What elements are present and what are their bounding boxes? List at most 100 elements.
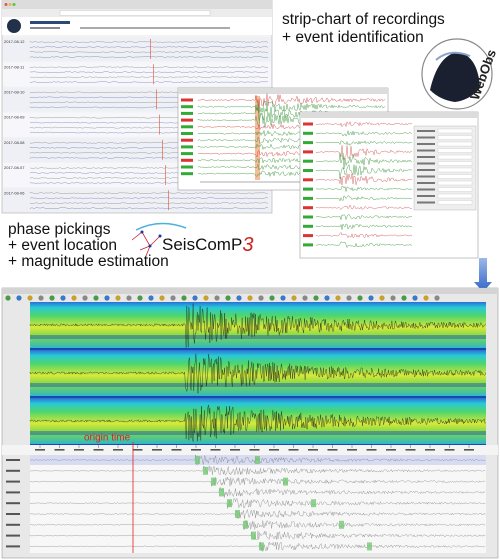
- tick-label: [191, 449, 201, 451]
- field-input[interactable]: [437, 154, 473, 160]
- toolbar-button[interactable]: [368, 295, 374, 301]
- strip-rows: 2017-08-12 2017-08-11 2017-08-10 2017-08-09…: [3, 37, 271, 213]
- toolbar-button[interactable]: [335, 295, 341, 301]
- toolbar-button[interactable]: [71, 295, 77, 301]
- trace-label: [6, 513, 20, 515]
- tick-label: [113, 449, 123, 451]
- close-button[interactable]: [4, 3, 8, 6]
- field-input[interactable]: [437, 148, 473, 153]
- toolbar-button[interactable]: [93, 295, 99, 301]
- trace: [29, 530, 486, 541]
- toolbar-button[interactable]: [302, 295, 308, 301]
- station-label: [303, 169, 313, 172]
- toolbar-button[interactable]: [379, 295, 385, 301]
- strip-trace: [29, 192, 269, 194]
- toolbar-button[interactable]: [159, 295, 165, 301]
- toolbar-button[interactable]: [269, 295, 275, 301]
- trace-label: [6, 523, 20, 526]
- field-label: [417, 188, 435, 191]
- toolbar-button[interactable]: [148, 295, 154, 301]
- time-ticks: [35, 445, 474, 451]
- strip-trace: [29, 207, 269, 209]
- toolbar-button[interactable]: [5, 295, 11, 301]
- toolbar-button[interactable]: [115, 295, 121, 301]
- trace: [315, 204, 413, 210]
- toolbar-button[interactable]: [390, 295, 396, 301]
- field-input[interactable]: [437, 193, 473, 199]
- event-mark: [156, 89, 157, 110]
- toolbar-button[interactable]: [313, 295, 319, 301]
- toolbar-button[interactable]: [247, 295, 253, 301]
- tick-label: [54, 449, 65, 451]
- logo-node: [148, 244, 152, 248]
- field-input[interactable]: [437, 187, 473, 192]
- pick-mark: [195, 456, 200, 464]
- flow-arrow: [474, 258, 492, 292]
- pick-mark: [251, 531, 256, 540]
- field-input[interactable]: [437, 180, 473, 186]
- toolbar-button[interactable]: [137, 295, 143, 301]
- toolbar-button[interactable]: [60, 295, 66, 301]
- picker-window: origin time: [1, 287, 499, 559]
- strip-trace: [29, 56, 269, 58]
- toolbar-button[interactable]: [192, 295, 198, 301]
- traces: [303, 121, 413, 249]
- field-label: [417, 182, 435, 184]
- toolbar-button[interactable]: [38, 295, 44, 301]
- tick-label: [249, 449, 260, 451]
- field-input[interactable]: [437, 200, 473, 205]
- toolbar-button[interactable]: [214, 295, 220, 301]
- trace: [29, 487, 486, 498]
- trace-label: [6, 491, 20, 494]
- field-input[interactable]: [437, 128, 473, 134]
- date-label: 2017-08-10: [4, 89, 25, 94]
- date-label: 2017-08-08: [4, 140, 25, 145]
- toolbar-button[interactable]: [346, 295, 352, 301]
- minimize-button[interactable]: [8, 3, 12, 6]
- toolbar-button[interactable]: [203, 295, 209, 301]
- field-input[interactable]: [437, 174, 473, 179]
- trace: [315, 130, 413, 137]
- station-label: [303, 122, 313, 126]
- toolbar-button[interactable]: [16, 295, 22, 301]
- toolbar-button[interactable]: [412, 295, 418, 301]
- toolbar-button[interactable]: [126, 295, 132, 301]
- maximize-button[interactable]: [12, 3, 16, 6]
- toolbar-button[interactable]: [423, 295, 429, 301]
- noise-stripe: [30, 383, 486, 387]
- tick-label: [386, 449, 396, 451]
- toolbar-button[interactable]: [401, 295, 407, 301]
- toolbar-button[interactable]: [104, 295, 110, 301]
- toolbar-button[interactable]: [324, 295, 330, 301]
- pick-mark: [259, 542, 264, 551]
- station-label: [303, 224, 313, 228]
- toolbar-button[interactable]: [357, 295, 363, 301]
- field-input[interactable]: [437, 135, 473, 140]
- toolbar-button[interactable]: [27, 295, 33, 301]
- toolbar-button[interactable]: [170, 295, 176, 301]
- toolbar-button[interactable]: [434, 295, 440, 301]
- strip-trace: [29, 71, 269, 73]
- toolbar-button[interactable]: [82, 295, 88, 301]
- trace-panel: [30, 455, 486, 553]
- toolbar-button[interactable]: [181, 295, 187, 301]
- strip-trace: [29, 202, 269, 204]
- caption-line: + event location: [8, 237, 117, 254]
- field-input[interactable]: [437, 167, 473, 173]
- title-bar: [2, 0, 272, 9]
- station-label: [181, 125, 193, 129]
- pick-mark: [339, 520, 344, 529]
- toolbar-button[interactable]: [49, 295, 55, 301]
- toolbar-button[interactable]: [280, 295, 286, 301]
- toolbar-button[interactable]: [236, 295, 242, 301]
- field-input[interactable]: [437, 141, 473, 147]
- address-bar[interactable]: [59, 10, 211, 16]
- toolbar-button[interactable]: [258, 295, 264, 301]
- toolbar-button[interactable]: [291, 295, 297, 301]
- trace: [315, 185, 413, 192]
- trace: [29, 519, 486, 531]
- field-input[interactable]: [437, 161, 473, 166]
- toolbar-button[interactable]: [225, 295, 231, 301]
- field-label: [417, 195, 435, 197]
- pick-mark: [211, 477, 216, 486]
